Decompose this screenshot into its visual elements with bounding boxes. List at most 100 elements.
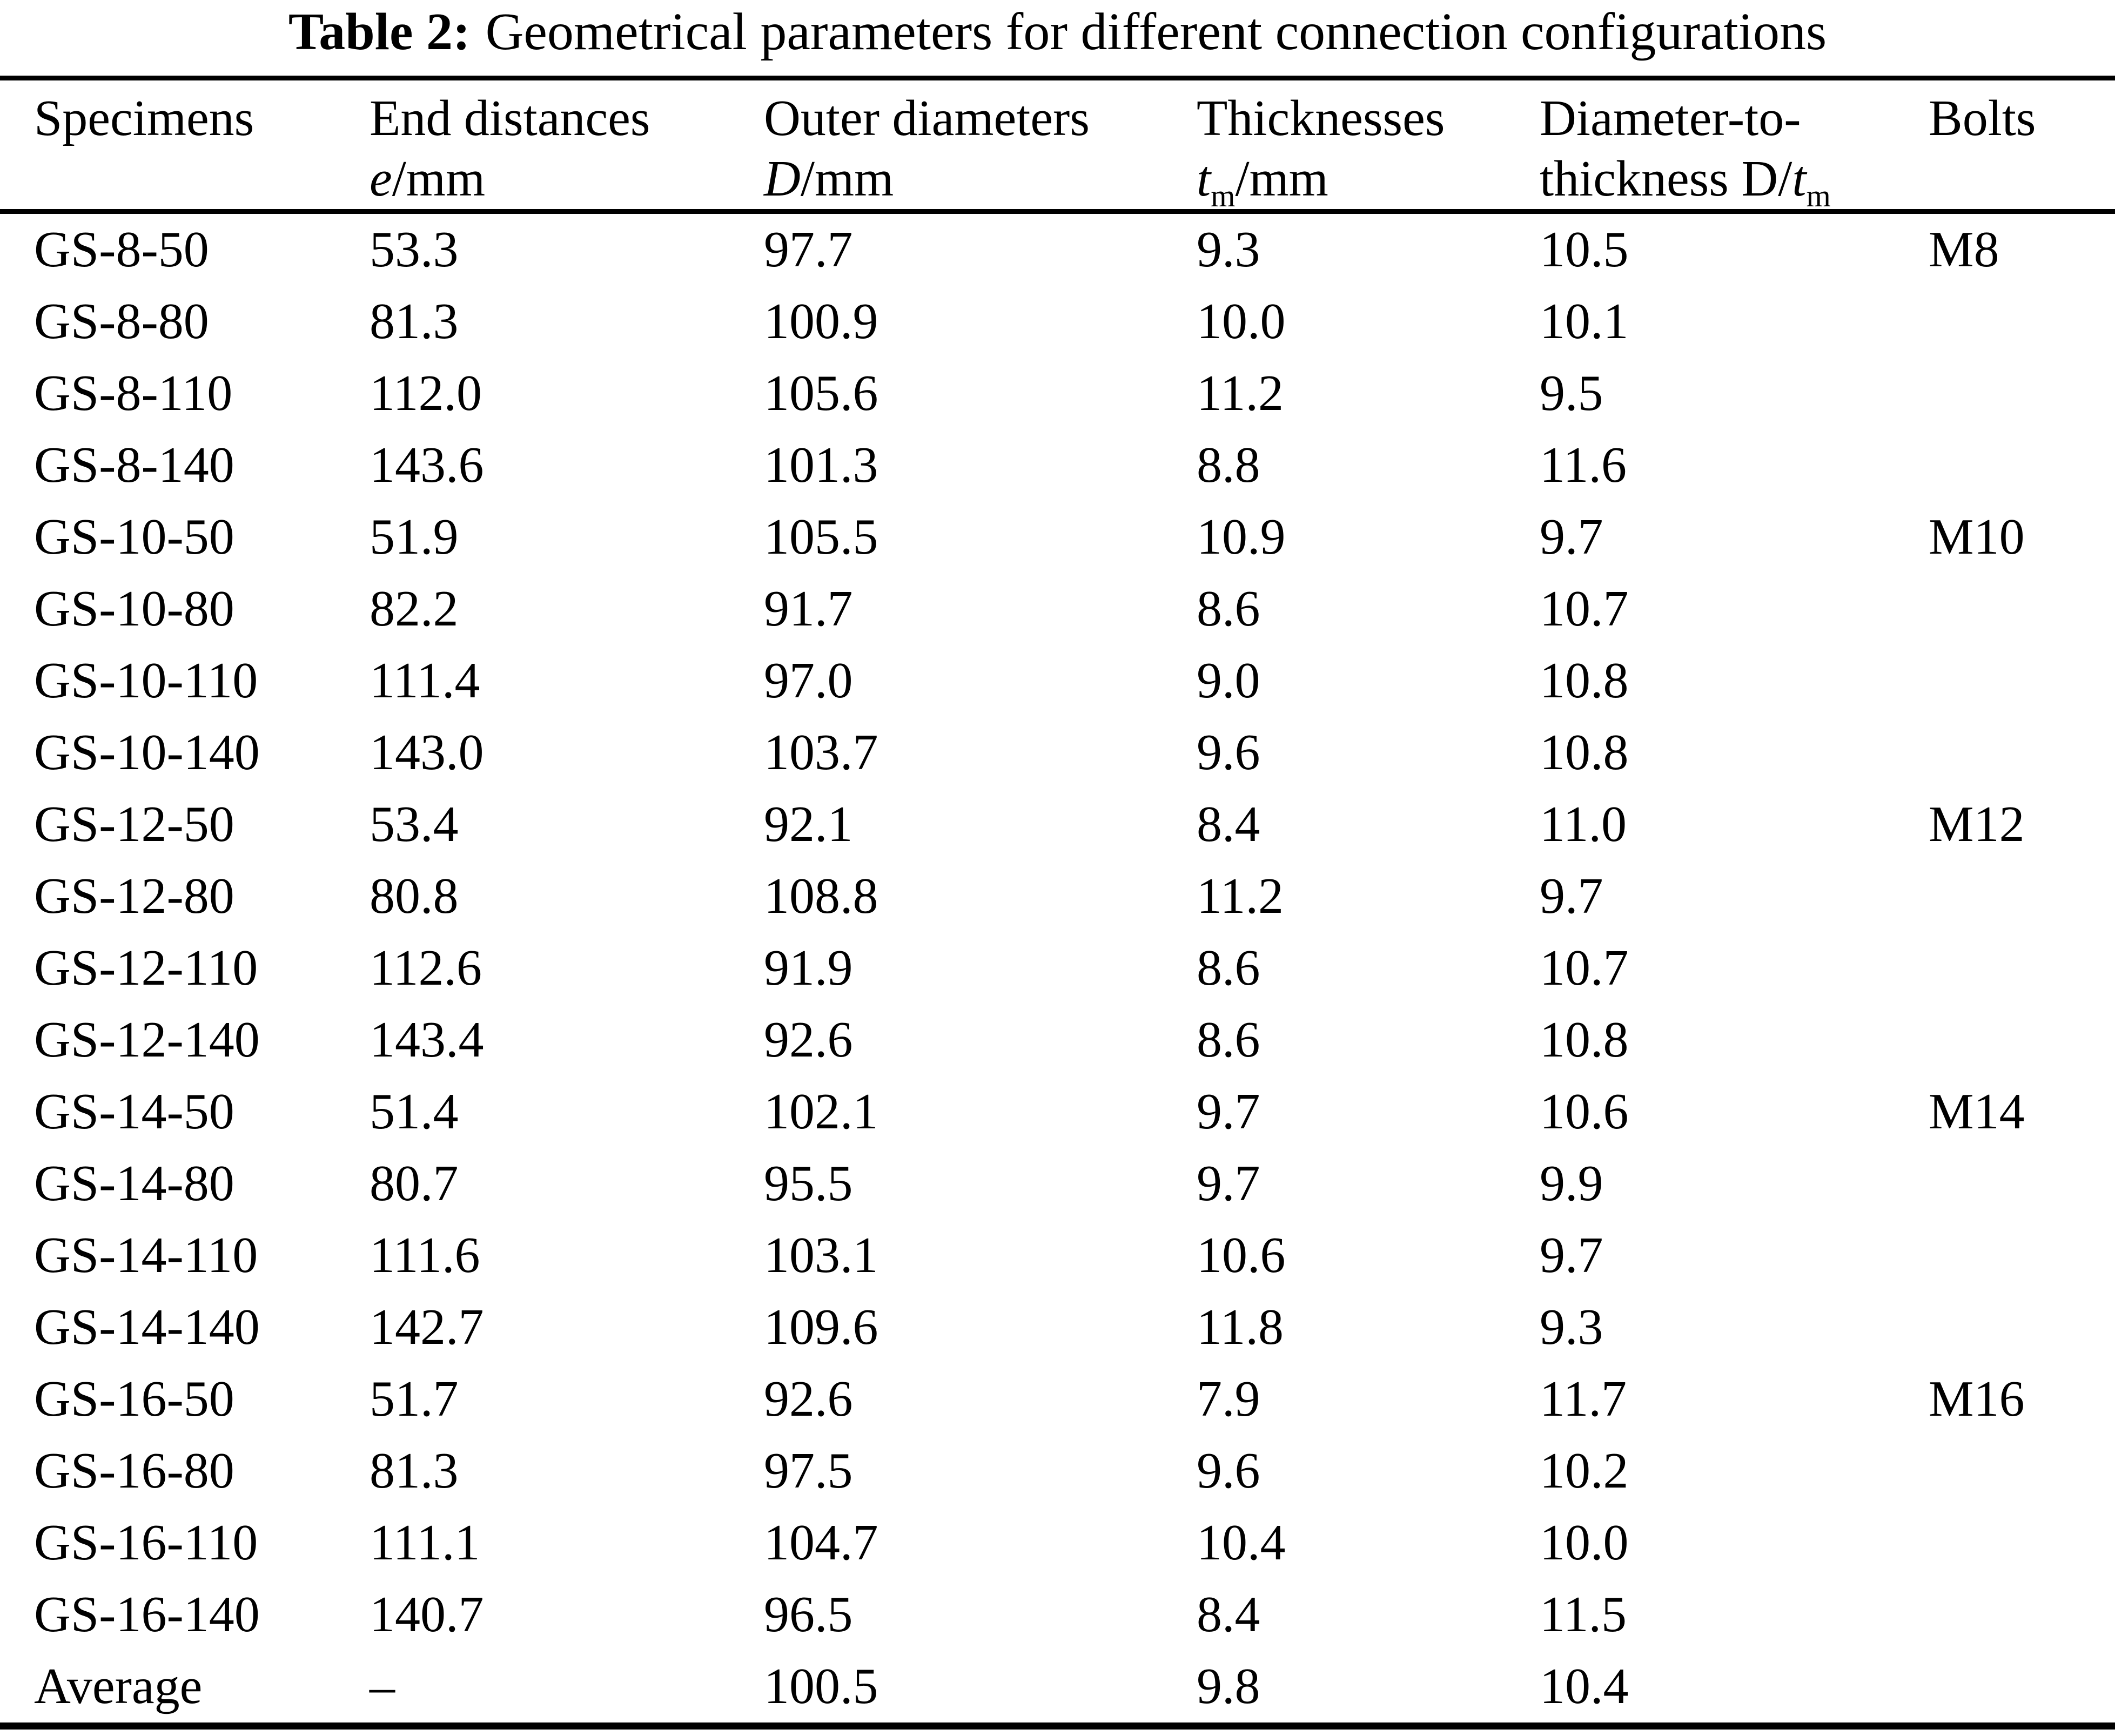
cell-diameter-to-thickness: 10.2 bbox=[1540, 1443, 1629, 1499]
cell-bolts: M8 bbox=[1929, 221, 1999, 278]
cell-diameter-to-thickness: 10.5 bbox=[1540, 221, 1629, 278]
cell-end-distance: 112.6 bbox=[370, 940, 482, 996]
cell-end-distance: 143.0 bbox=[370, 724, 484, 780]
table-row: GS-16-110 111.1 104.7 10.4 10.0 bbox=[0, 1507, 2115, 1579]
cell-specimens: GS-16-140 bbox=[34, 1586, 260, 1643]
cell-thickness: 11.2 bbox=[1197, 868, 1284, 924]
header-specimens: Specimens bbox=[0, 78, 370, 214]
cell-specimens: GS-12-140 bbox=[34, 1012, 260, 1068]
header-diameter-to-thickness: Diameter-to- thickness D/tm bbox=[1540, 78, 1929, 214]
cell-specimens: GS-8-110 bbox=[34, 365, 233, 421]
cell-diameter-to-thickness: 10.4 bbox=[1540, 1658, 1629, 1714]
cell-bolts bbox=[1929, 717, 2115, 789]
header-diameter-to-thickness-line1: Diameter-to- bbox=[1540, 90, 1801, 146]
cell-thickness: 10.0 bbox=[1197, 293, 1286, 349]
cell-specimens: GS-8-140 bbox=[34, 437, 234, 493]
cell-end-distance: 111.1 bbox=[370, 1515, 480, 1571]
cell-bolts bbox=[1929, 932, 2115, 1004]
table-row: GS-14-50 51.4 102.1 9.7 10.6 M14 bbox=[0, 1076, 2115, 1148]
cell-specimens: GS-16-50 bbox=[34, 1371, 234, 1427]
cell-specimens: GS-14-80 bbox=[34, 1155, 234, 1212]
header-row: Specimens End distances e/mm Outer diame… bbox=[0, 78, 2115, 214]
table-row: GS-10-140 143.0 103.7 9.6 10.8 bbox=[0, 717, 2115, 789]
cell-diameter-to-thickness: 9.7 bbox=[1540, 868, 1603, 924]
cell-outer-diameter: 96.5 bbox=[764, 1586, 853, 1643]
cell-thickness: 9.0 bbox=[1197, 652, 1260, 709]
header-diameter-to-thickness-line2: thickness D/tm bbox=[1540, 151, 1831, 213]
cell-diameter-to-thickness: 9.5 bbox=[1540, 365, 1603, 421]
cell-outer-diameter: 95.5 bbox=[764, 1155, 853, 1212]
cell-end-distance: 51.9 bbox=[370, 509, 459, 565]
cell-specimens: GS-10-140 bbox=[34, 724, 260, 780]
table-row: GS-10-110 111.4 97.0 9.0 10.8 bbox=[0, 645, 2115, 717]
cell-diameter-to-thickness: 9.7 bbox=[1540, 1227, 1603, 1283]
cell-bolts: M16 bbox=[1929, 1371, 2025, 1427]
cell-diameter-to-thickness: 10.7 bbox=[1540, 581, 1629, 637]
cell-diameter-to-thickness: 11.6 bbox=[1540, 437, 1627, 493]
table-row: GS-8-140 143.6 101.3 8.8 11.6 bbox=[0, 429, 2115, 501]
cell-bolts bbox=[1929, 429, 2115, 501]
header-thickness: Thicknesses tm/mm bbox=[1197, 78, 1540, 214]
cell-thickness: 9.7 bbox=[1197, 1084, 1260, 1140]
cell-specimens: GS-12-80 bbox=[34, 868, 234, 924]
cell-thickness: 9.8 bbox=[1197, 1658, 1260, 1714]
cell-outer-diameter: 108.8 bbox=[764, 868, 878, 924]
cell-outer-diameter: 105.6 bbox=[764, 365, 878, 421]
cell-outer-diameter: 97.7 bbox=[764, 221, 853, 278]
cell-thickness: 10.6 bbox=[1197, 1227, 1286, 1283]
cell-diameter-to-thickness: 10.6 bbox=[1540, 1084, 1629, 1140]
geometrical-parameters-table: Specimens End distances e/mm Outer diame… bbox=[0, 76, 2115, 1730]
table-row: GS-12-80 80.8 108.8 11.2 9.7 bbox=[0, 860, 2115, 932]
cell-bolts bbox=[1929, 1291, 2115, 1363]
header-bolts-line2 bbox=[1929, 149, 2115, 209]
cell-thickness: 10.9 bbox=[1197, 509, 1286, 565]
cell-outer-diameter: 91.9 bbox=[764, 940, 853, 996]
header-bolts: Bolts bbox=[1929, 78, 2115, 214]
cell-specimens: GS-16-80 bbox=[34, 1443, 234, 1499]
table-row: GS-8-80 81.3 100.9 10.0 10.1 bbox=[0, 286, 2115, 358]
cell-diameter-to-thickness: 11.5 bbox=[1540, 1586, 1627, 1643]
cell-outer-diameter: 97.5 bbox=[764, 1443, 853, 1499]
cell-bolts bbox=[1929, 1220, 2115, 1291]
header-specimens-line1: Specimens bbox=[34, 90, 254, 146]
cell-diameter-to-thickness: 11.0 bbox=[1540, 796, 1627, 852]
cell-outer-diameter: 104.7 bbox=[764, 1515, 878, 1571]
table-row: GS-10-50 51.9 105.5 10.9 9.7 M10 bbox=[0, 501, 2115, 573]
cell-thickness: 8.6 bbox=[1197, 581, 1260, 637]
table-row: GS-14-110 111.6 103.1 10.6 9.7 bbox=[0, 1220, 2115, 1291]
cell-end-distance: 82.2 bbox=[370, 581, 459, 637]
cell-diameter-to-thickness: 9.7 bbox=[1540, 509, 1603, 565]
cell-thickness: 8.6 bbox=[1197, 940, 1260, 996]
table-caption-text: Geometrical parameters for different con… bbox=[485, 3, 1827, 61]
cell-diameter-to-thickness: 10.8 bbox=[1540, 652, 1629, 709]
cell-specimens: GS-16-110 bbox=[34, 1515, 258, 1571]
cell-end-distance: 51.7 bbox=[370, 1371, 459, 1427]
cell-end-distance: 51.4 bbox=[370, 1084, 459, 1140]
header-specimens-line2 bbox=[34, 149, 370, 209]
cell-thickness: 8.4 bbox=[1197, 796, 1260, 852]
cell-end-distance: 53.3 bbox=[370, 221, 459, 278]
cell-thickness: 9.6 bbox=[1197, 1443, 1260, 1499]
cell-thickness: 8.8 bbox=[1197, 437, 1260, 493]
table-row: GS-8-50 53.3 97.7 9.3 10.5 M8 bbox=[0, 212, 2115, 286]
cell-specimens: GS-12-110 bbox=[34, 940, 258, 996]
cell-end-distance: 111.4 bbox=[370, 652, 480, 709]
cell-diameter-to-thickness: 11.7 bbox=[1540, 1371, 1627, 1427]
cell-bolts bbox=[1929, 860, 2115, 932]
table-row: GS-14-140 142.7 109.6 11.8 9.3 bbox=[0, 1291, 2115, 1363]
cell-outer-diameter: 100.9 bbox=[764, 293, 878, 349]
cell-outer-diameter: 92.6 bbox=[764, 1371, 853, 1427]
cell-thickness: 7.9 bbox=[1197, 1371, 1260, 1427]
cell-end-distance: 140.7 bbox=[370, 1586, 484, 1643]
cell-bolts bbox=[1929, 1148, 2115, 1220]
cell-specimens: GS-10-50 bbox=[34, 509, 234, 565]
cell-outer-diameter: 103.1 bbox=[764, 1227, 878, 1283]
table-header: Specimens End distances e/mm Outer diame… bbox=[0, 78, 2115, 214]
cell-outer-diameter: 100.5 bbox=[764, 1658, 878, 1714]
cell-end-distance: 81.3 bbox=[370, 1443, 459, 1499]
cell-outer-diameter: 105.5 bbox=[764, 509, 878, 565]
cell-end-distance: 111.6 bbox=[370, 1227, 480, 1283]
cell-end-distance: 80.8 bbox=[370, 868, 459, 924]
table-row: GS-12-50 53.4 92.1 8.4 11.0 M12 bbox=[0, 789, 2115, 860]
